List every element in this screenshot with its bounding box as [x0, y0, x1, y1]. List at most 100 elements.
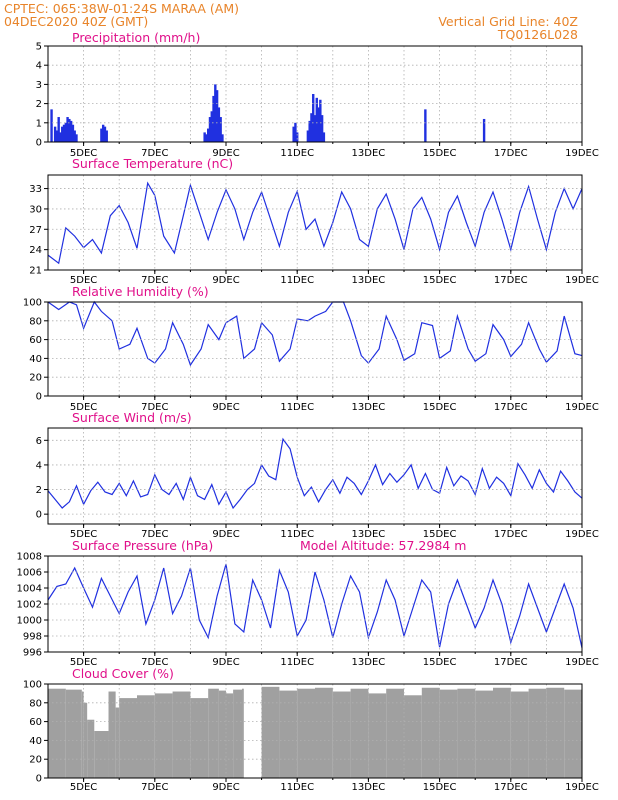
x-tick-label: 5DEC [70, 657, 97, 668]
x-tick-label: 15DEC [423, 782, 457, 793]
y-tick-label: 1 [36, 118, 42, 129]
x-tick-label: 11DEC [280, 402, 314, 413]
cloud-cover-bar [564, 689, 582, 778]
precip-bar [315, 97, 318, 142]
precip-bar [57, 117, 60, 142]
precip-bar [100, 128, 103, 142]
surface-wind-panel: Surface Wind (m/s) 0 2 4 6 5DEC 7DEC 9DEC 11DEC 1… [36, 410, 599, 540]
y-tick-label: 60 [29, 717, 42, 728]
x-tick-label: 13DEC [352, 782, 386, 793]
y-tick-label: 80 [29, 698, 42, 709]
x-tick-label: 19DEC [565, 657, 599, 668]
x-tick-label: 17DEC [494, 275, 528, 286]
cloud-cover-bar [297, 688, 315, 778]
x-tick-label: 11DEC [280, 657, 314, 668]
header-station: CPTEC: 065:38W-01:24S MARAA (AM) [4, 1, 239, 16]
y-tick-label: 100 [23, 680, 42, 691]
y-tick-label: 60 [29, 335, 42, 346]
precip-bar [310, 113, 313, 142]
y-tick-label: 996 [23, 648, 42, 659]
surface-temperature-panel: Surface Temperature (nC) 21 24 27 30 33 5DEC 7D… [29, 156, 599, 286]
x-tick-label: 9DEC [212, 529, 239, 540]
x-tick-label: 7DEC [141, 657, 168, 668]
x-tick-label: 9DEC [212, 148, 239, 159]
x-tick-label: 15DEC [423, 148, 457, 159]
surface-pressure-line [47, 563, 583, 649]
cloud-cover-bar [115, 707, 120, 778]
precip-bar [313, 115, 317, 142]
precip-bar [50, 109, 53, 142]
x-tick-label: 17DEC [494, 148, 528, 159]
surface-pressure-title: Surface Pressure (hPa) [72, 538, 213, 553]
precip-bar [217, 107, 221, 142]
x-tick-label: 19DEC [565, 275, 599, 286]
y-tick-label: 40 [29, 354, 42, 365]
x-tick-label: 5DEC [70, 402, 97, 413]
cloud-cover-bar [546, 687, 565, 778]
y-tick-label: 0 [36, 774, 42, 785]
y-tick-label: 20 [29, 755, 42, 766]
x-tick-label: 13DEC [352, 657, 386, 668]
precipitation-title: Precipitation (mm/h) [72, 30, 200, 45]
cloud-cover-bar [87, 719, 95, 778]
x-tick-label: 17DEC [494, 529, 528, 540]
header-grid-note: Vertical Grid Line: 40Z [438, 14, 578, 29]
cloud-cover-bar [475, 690, 493, 778]
y-tick-label: 1004 [17, 584, 42, 595]
cloud-cover-bar [368, 693, 387, 778]
x-tick-label: 13DEC [352, 275, 386, 286]
precip-bar [62, 124, 66, 142]
precip-bar [296, 132, 299, 142]
cloud-cover-frame [47, 683, 583, 779]
cloud-cover-bar [94, 731, 109, 778]
precip-bar [71, 124, 75, 142]
precip-bar [215, 90, 219, 142]
model-altitude-annotation: Model Altitude: 57.2984 m [300, 538, 466, 553]
y-tick-label: 33 [29, 184, 42, 195]
precip-bar [73, 130, 76, 142]
cloud-cover-title: Cloud Cover (%) [72, 666, 174, 681]
precip-bar [210, 111, 213, 142]
cloud-cover-bar [493, 687, 511, 778]
precip-bar [66, 117, 69, 142]
y-tick-label: 40 [29, 736, 42, 747]
precip-bar [205, 134, 208, 142]
cloud-cover-bar [439, 689, 458, 778]
x-tick-label: 11DEC [280, 275, 314, 286]
cloud-cover-bar [208, 688, 219, 778]
y-tick-label: 0 [36, 510, 42, 521]
y-tick-label: 80 [29, 316, 42, 327]
y-tick-label: 6 [36, 436, 42, 447]
surface-wind-frame [47, 427, 583, 525]
y-tick-label: 100 [23, 298, 42, 309]
precip-bar [214, 84, 217, 142]
y-tick-label: 24 [29, 245, 42, 256]
precip-bar [482, 118, 486, 142]
precip-bar [53, 126, 57, 142]
x-tick-label: 17DEC [494, 782, 528, 793]
x-tick-label: 11DEC [280, 529, 314, 540]
y-tick-label: 30 [29, 204, 42, 215]
y-tick-label: 21 [29, 266, 42, 277]
cloud-cover-bar [48, 688, 66, 778]
cloud-cover-bar [119, 698, 137, 778]
cloud-cover-bar [350, 688, 369, 778]
header-date: 04DEC2020 40Z (GMT) [4, 14, 148, 29]
cloud-cover-bar [279, 690, 298, 778]
cloud-cover-bar [65, 689, 82, 778]
x-tick-label: 9DEC [212, 275, 239, 286]
precip-bar [207, 128, 210, 142]
precip-bar [68, 118, 71, 142]
cloud-cover-panel: Cloud Cover (%) 0 20 40 60 80 100 5DEC 7DEC 9DEC 1… [23, 666, 599, 793]
precip-bar [69, 120, 73, 142]
x-tick-label: 11DEC [280, 782, 314, 793]
y-tick-label: 20 [29, 373, 42, 384]
y-tick-label: 4 [36, 61, 42, 72]
relative-humidity-line [47, 300, 583, 367]
y-tick-label: 2 [36, 485, 42, 496]
y-tick-label: 1002 [17, 600, 42, 611]
x-tick-label: 17DEC [494, 657, 528, 668]
cloud-cover-bar [218, 690, 226, 778]
precip-bar [105, 130, 108, 142]
y-tick-label: 998 [23, 632, 42, 643]
